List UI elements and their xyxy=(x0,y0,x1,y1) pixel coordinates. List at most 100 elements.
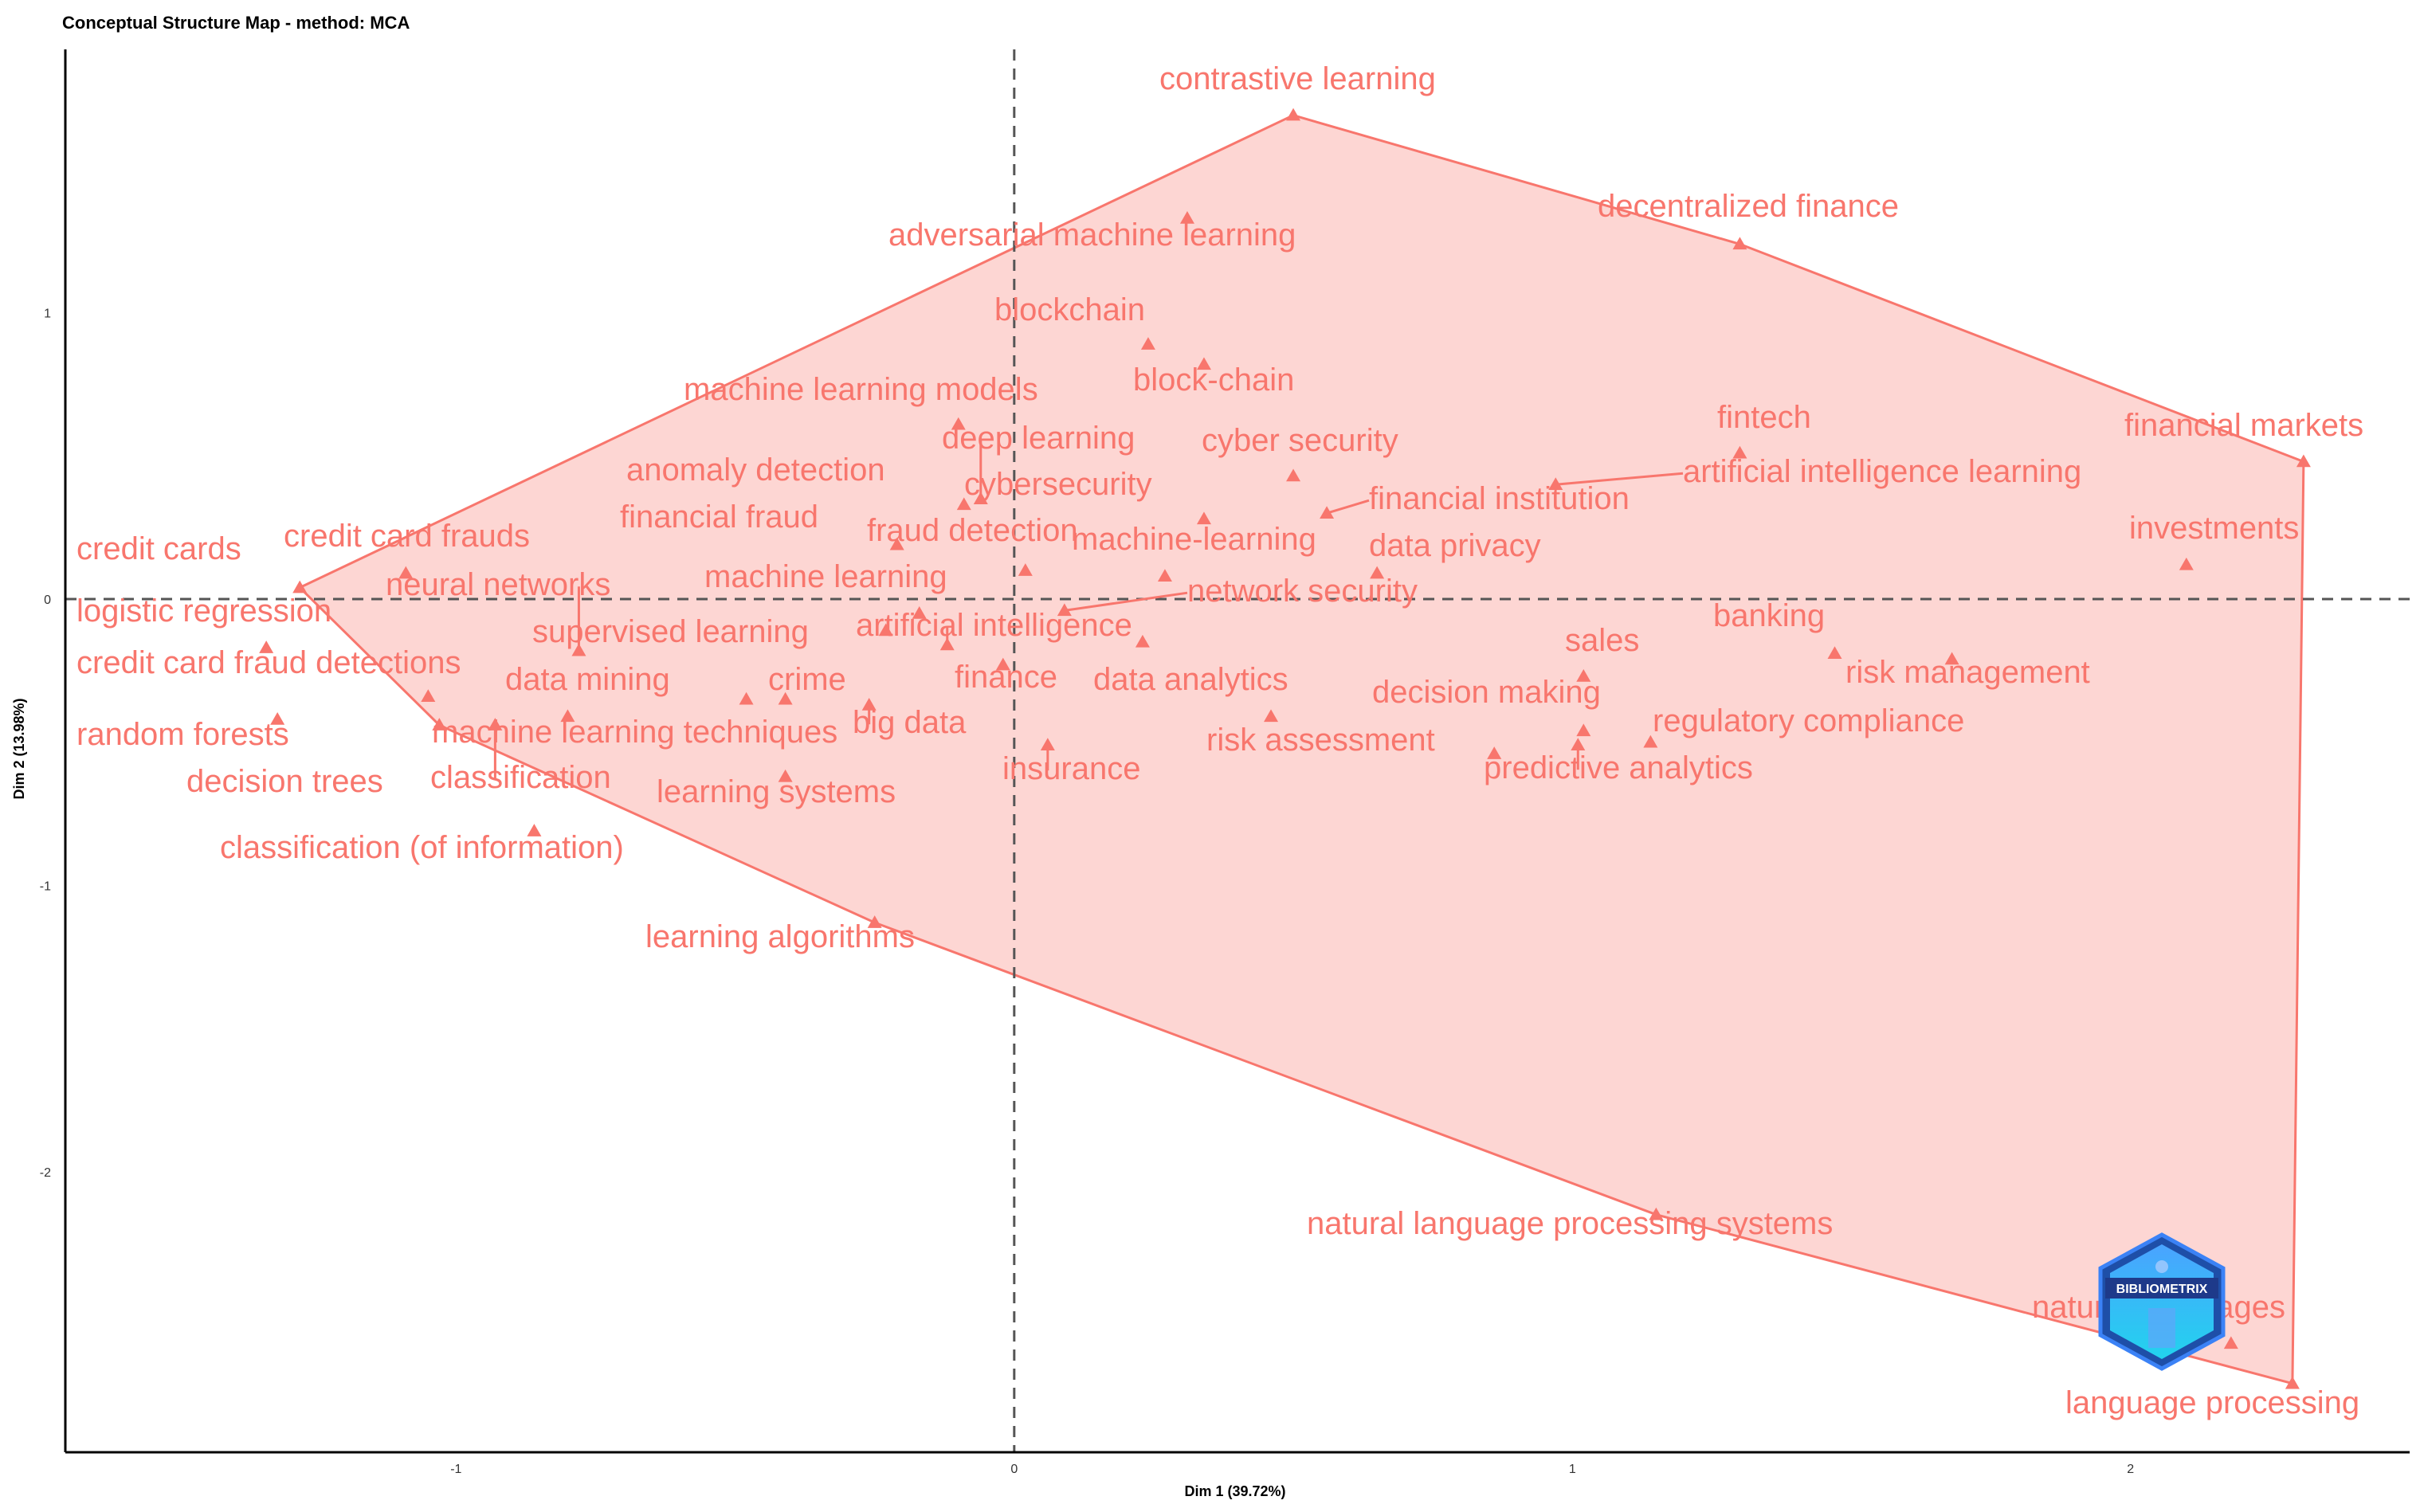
point-label: block-chain xyxy=(1133,362,1294,398)
point-label: natural language processing systems xyxy=(1307,1206,1833,1241)
point-marker xyxy=(2179,557,2194,570)
point-marker xyxy=(995,657,1010,671)
point-marker xyxy=(878,623,893,637)
point-label: machine learning models xyxy=(684,372,1038,407)
point-label: anomaly detection xyxy=(626,452,885,488)
point-marker xyxy=(259,640,274,653)
point-marker xyxy=(2296,454,2311,468)
point-marker xyxy=(432,718,447,731)
point-marker xyxy=(1196,357,1211,370)
point-marker xyxy=(488,718,503,731)
point-label: sales xyxy=(1565,623,1639,658)
point-label: learning systems xyxy=(657,774,896,809)
y-tick-label: 0 xyxy=(44,593,51,607)
y-axis-label: Dim 2 (13.98%) xyxy=(11,698,27,799)
point-marker xyxy=(560,709,575,723)
point-label: decision trees xyxy=(186,764,383,799)
point-label: crime xyxy=(768,662,846,697)
x-tick-label: 2 xyxy=(2127,1463,2134,1476)
point-marker xyxy=(778,769,793,782)
point-label: big data xyxy=(853,705,967,740)
x-tick-label: 0 xyxy=(1010,1463,1018,1476)
y-tick-label: -2 xyxy=(40,1166,51,1180)
point-label: risk management xyxy=(1845,655,2090,690)
point-label: investments xyxy=(2129,511,2299,546)
point-marker xyxy=(939,637,955,651)
point-label: data analytics xyxy=(1093,662,1288,697)
point-label: financial fraud xyxy=(620,499,818,535)
point-marker xyxy=(1057,603,1072,617)
point-label: banking xyxy=(1713,598,1825,633)
point-marker xyxy=(1548,477,1563,491)
point-label: credit card frauds xyxy=(284,519,530,554)
point-label: blockchain xyxy=(994,292,1145,327)
point-label: machine learning xyxy=(704,559,947,594)
point-marker xyxy=(1643,734,1658,748)
axes: -1 0 1 2 1 0 -1 -2 xyxy=(40,49,2410,1476)
point-marker xyxy=(1286,108,1301,121)
point-marker xyxy=(1370,566,1385,579)
point-label: classification (of information) xyxy=(220,830,624,865)
chart-title: Conceptual Structure Map - method: MCA xyxy=(62,13,410,33)
point-label: artificial intelligence learning xyxy=(1683,454,2081,489)
point-label: data privacy xyxy=(1369,528,1541,563)
point-marker xyxy=(1286,468,1301,482)
x-tick-label: 1 xyxy=(1569,1463,1576,1476)
point-marker xyxy=(1732,237,1747,250)
point-marker xyxy=(1732,445,1747,459)
point-marker xyxy=(292,580,308,593)
point-marker xyxy=(527,824,542,836)
point-label: fintech xyxy=(1717,400,1811,435)
point-marker xyxy=(1487,746,1502,759)
point-label: fraud detection xyxy=(867,513,1078,548)
point-labels: contrastive learning adversarial machine … xyxy=(76,61,2363,1420)
point-label: logistic regression xyxy=(76,593,331,629)
point-label: data mining xyxy=(505,662,670,697)
point-label: decision making xyxy=(1372,675,1601,710)
point-label: cybersecurity xyxy=(964,467,1152,502)
point-label: credit card fraud detections xyxy=(76,645,461,680)
point-marker xyxy=(1140,337,1155,350)
point-marker xyxy=(1944,652,1959,665)
point-label: network security xyxy=(1187,574,1418,609)
point-marker xyxy=(912,605,927,619)
point-label: credit cards xyxy=(76,531,241,566)
point-marker xyxy=(1196,511,1211,525)
point-label: risk assessment xyxy=(1206,723,1435,758)
point-label: machine-learning xyxy=(1072,522,1316,557)
point-marker xyxy=(1040,738,1055,751)
y-tick-label: 1 xyxy=(44,307,51,321)
point-marker xyxy=(778,691,793,705)
point-marker xyxy=(867,915,882,928)
reference-lines xyxy=(65,49,2410,1452)
data-points xyxy=(259,108,2311,1389)
point-label: regulatory compliance xyxy=(1653,703,1964,738)
point-marker xyxy=(889,537,904,550)
x-tick-label: -1 xyxy=(450,1463,461,1476)
point-marker xyxy=(1576,669,1591,682)
point-label: machine learning techniques xyxy=(432,715,837,750)
point-label: supervised learning xyxy=(532,614,809,649)
x-axis-label: Dim 1 (39.72%) xyxy=(1184,1483,1285,1499)
point-marker xyxy=(1018,563,1033,576)
point-marker xyxy=(398,566,414,579)
point-marker xyxy=(951,417,966,430)
logo-text: BIBLIOMETRIX xyxy=(2116,1283,2208,1296)
point-marker xyxy=(1264,709,1279,723)
point-label: neural networks xyxy=(386,567,610,602)
point-label: financial institution xyxy=(1369,481,1630,516)
point-label: insurance xyxy=(1002,751,1140,786)
leader-line xyxy=(1555,472,1684,486)
point-label: decentralized finance xyxy=(1598,189,1899,224)
point-marker xyxy=(1320,506,1335,519)
point-marker xyxy=(421,689,436,702)
point-marker xyxy=(1576,723,1591,737)
point-marker xyxy=(861,697,877,711)
point-marker xyxy=(1571,738,1586,751)
point-label: learning algorithms xyxy=(645,919,915,954)
point-label: financial markets xyxy=(2124,408,2363,443)
point-label: artificial intelligence xyxy=(856,608,1132,643)
leader-line xyxy=(1326,499,1370,515)
point-label: random forests xyxy=(76,717,289,752)
